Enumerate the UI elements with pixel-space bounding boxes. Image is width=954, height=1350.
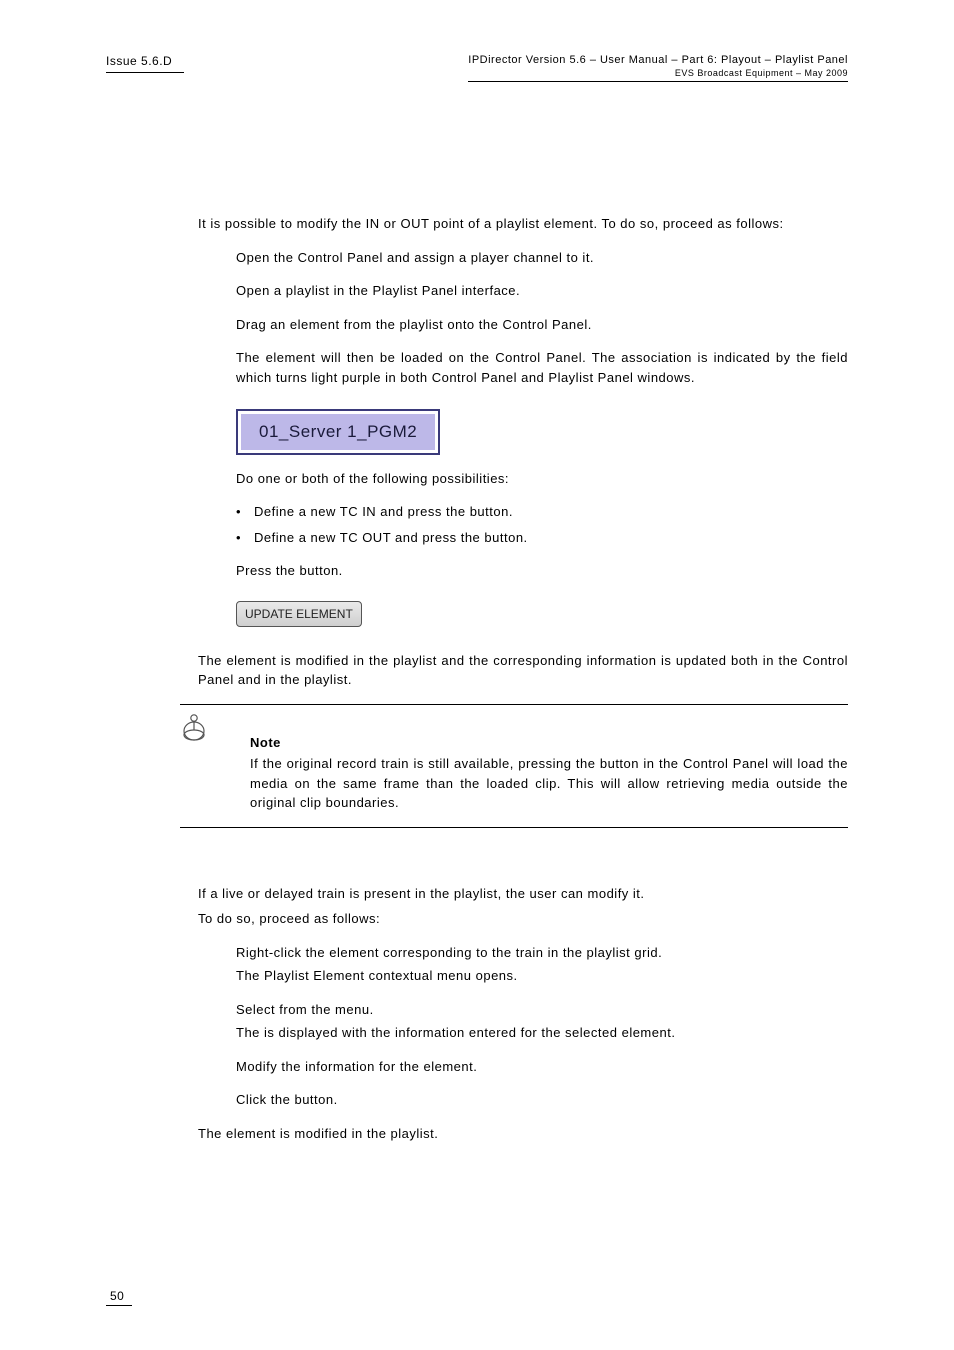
- step: Right-click the element corresponding to…: [236, 943, 848, 963]
- note-title: Note: [250, 733, 848, 753]
- text: Select: [236, 1002, 279, 1017]
- page-header: Issue 5.6.D IPDirector Version 5.6 – Use…: [106, 54, 848, 82]
- step: Drag an element from the playlist onto t…: [236, 315, 848, 335]
- text: Define a new TC IN and press the button.: [254, 502, 513, 522]
- text: button.: [300, 563, 343, 578]
- bullet-dot-icon: •: [236, 502, 254, 522]
- note-rule: [180, 827, 848, 828]
- intro2-paragraph: If a live or delayed train is present in…: [198, 884, 848, 904]
- step: Press the button.: [236, 561, 848, 581]
- note-row: Note If the original record train is sti…: [180, 733, 848, 813]
- update-element-button[interactable]: UPDATE ELEMENT: [236, 601, 362, 627]
- intro2b-paragraph: To do so, proceed as follows:: [198, 909, 848, 929]
- outro2-paragraph: The element is modified in the playlist.: [198, 1124, 848, 1144]
- header-subtitle: EVS Broadcast Equipment – May 2009: [468, 68, 848, 82]
- header-right: IPDirector Version 5.6 – User Manual – P…: [468, 54, 848, 82]
- step-list-1: Open the Control Panel and assign a play…: [236, 248, 848, 641]
- channel-name-label: 01_Server 1_PGM2: [238, 411, 438, 453]
- channel-name-field: 01_Server 1_PGM2: [236, 409, 440, 455]
- note-rule: [180, 704, 848, 705]
- note-block: Note If the original record train is sti…: [180, 704, 848, 828]
- header-rule: [106, 72, 184, 73]
- note-body: Note If the original record train is sti…: [250, 733, 848, 813]
- step: Open a playlist in the Playlist Panel in…: [236, 281, 848, 301]
- bullet-list: • Define a new TC IN and press the butto…: [236, 502, 848, 547]
- main-content: It is possible to modify the IN or OUT p…: [198, 214, 848, 1157]
- text: The: [236, 1025, 264, 1040]
- note-icon: [180, 713, 250, 743]
- text: Click the: [236, 1092, 294, 1107]
- text: The element will then be loaded on the C…: [236, 350, 822, 365]
- text: button.: [294, 1092, 337, 1107]
- note-text: If the original record train is still av…: [250, 754, 848, 813]
- spacer: [198, 828, 848, 884]
- step-list-2: Right-click the element corresponding to…: [236, 943, 848, 1110]
- step: Open the Control Panel and assign a play…: [236, 248, 848, 268]
- bullet-item: • Define a new TC OUT and press the butt…: [236, 528, 848, 548]
- step: Select from the menu.: [236, 1000, 848, 1020]
- intro-paragraph: It is possible to modify the IN or OUT p…: [198, 214, 848, 234]
- step: Modify the information for the element.: [236, 1057, 848, 1077]
- text: Press the: [236, 563, 300, 578]
- header-title: IPDirector Version 5.6 – User Manual – P…: [468, 54, 848, 66]
- step: Do one or both of the following possibil…: [236, 469, 848, 489]
- step: The is displayed with the information en…: [236, 1023, 848, 1043]
- text: is displayed with the information entere…: [264, 1025, 675, 1040]
- step: The element will then be loaded on the C…: [236, 348, 848, 387]
- step: Click the button.: [236, 1090, 848, 1110]
- step: The Playlist Element contextual menu ope…: [236, 966, 848, 986]
- page-number: 50: [106, 1289, 132, 1306]
- header-issue: Issue 5.6.D: [106, 54, 172, 68]
- bullet-dot-icon: •: [236, 528, 254, 548]
- text: from the menu.: [279, 1002, 373, 1017]
- text: Define a new TC OUT and press the button…: [254, 528, 528, 548]
- outro-paragraph: The element is modified in the playlist …: [198, 651, 848, 690]
- bullet-item: • Define a new TC IN and press the butto…: [236, 502, 848, 522]
